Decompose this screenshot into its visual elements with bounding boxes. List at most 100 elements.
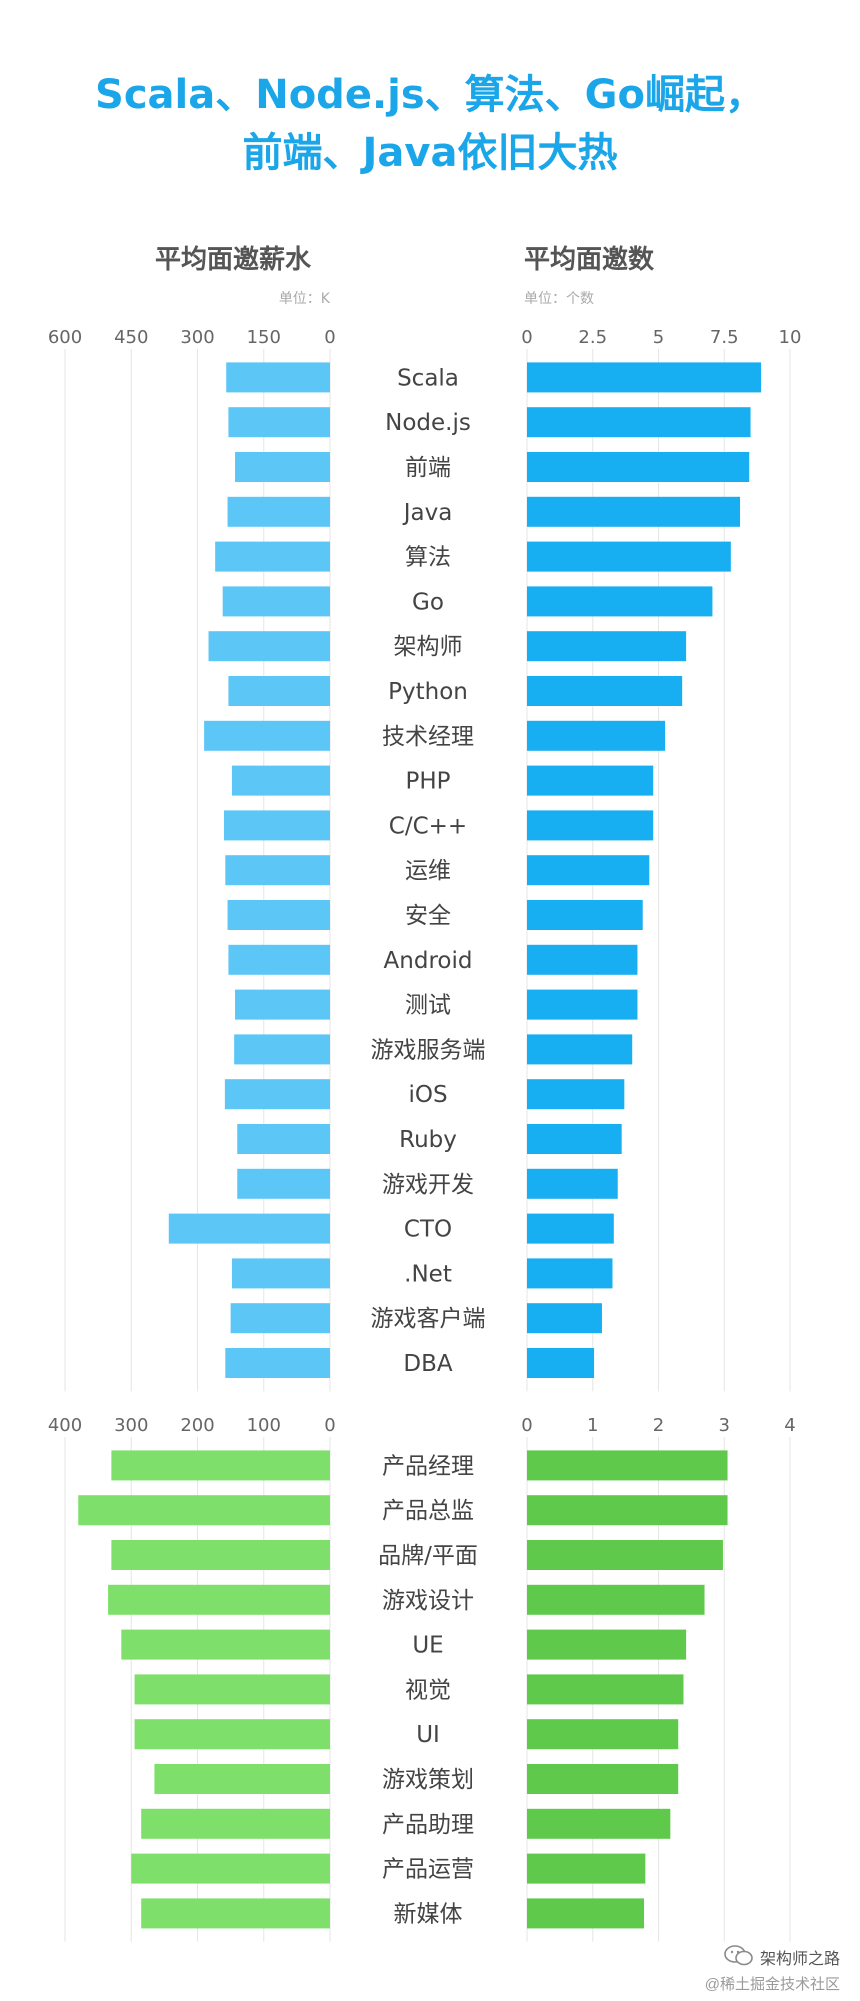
interview-tick-label: 0 [521,1415,532,1436]
interview-tick-label: 1 [587,1415,598,1436]
salary-bar [235,989,330,1020]
interview-bar [527,900,643,930]
salary-bar [227,900,330,930]
category-label: Go [412,589,444,615]
interview-bar [527,1124,622,1154]
salary-tick-label: 200 [180,1415,214,1436]
category-label: iOS [408,1082,447,1108]
interview-bar [527,676,683,706]
interview-bar [527,1079,625,1110]
category-label: 运维 [405,858,451,884]
salary-bar [231,765,330,796]
interview-bar [527,720,666,751]
interview-bar [527,1674,684,1705]
interview-bar [527,855,650,886]
interview-bar [527,1303,602,1334]
salary-bar [141,1898,330,1929]
salary-bar [141,1808,330,1839]
category-label: 产品助理 [382,1812,474,1838]
interview-bar [527,1719,679,1750]
salary-bar [231,1258,330,1289]
left-unit: 单位：K [279,291,331,307]
interview-bar [527,452,750,482]
interview-bar [527,496,741,527]
interview-bar [527,1540,723,1570]
salary-bar [215,541,330,572]
salary-bar [131,1853,330,1884]
interview-bar [527,586,713,617]
category-label: Ruby [399,1127,457,1153]
category-label: 产品总监 [382,1498,474,1524]
salary-bar [121,1629,330,1660]
salary-bar [154,1764,330,1794]
category-label: 游戏开发 [382,1172,474,1198]
interview-tick-label: 3 [719,1415,730,1436]
category-label: 算法 [405,545,451,571]
salary-tick-label: 300 [114,1415,148,1436]
category-label: 前端 [405,455,451,481]
interview-bar [527,1495,728,1526]
category-label: 新媒体 [394,1901,463,1927]
salary-tick-label: 450 [114,327,148,348]
category-label: 游戏策划 [382,1767,474,1793]
category-label: UI [416,1722,440,1748]
category-label: Node.js [385,410,471,436]
interview-tick-label: 0 [521,327,532,348]
category-label: C/C++ [389,813,467,839]
interview-tick-label: 5 [653,327,664,348]
interview-bar [527,989,638,1020]
interview-bar [527,1450,728,1481]
watermark: 架构师之路 @稀土掘金技术社区 [705,1945,840,1995]
salary-bar [224,810,330,841]
interview-tick-label: 10 [779,327,802,348]
interview-tick-label: 2.5 [578,327,607,348]
salary-bar [224,1079,330,1110]
interview-bar [527,1764,679,1794]
salary-bar [225,855,330,886]
salary-bar [134,1719,330,1750]
salary-bar [227,496,330,527]
wechat-icon [724,1945,754,1975]
salary-bar [225,1348,330,1378]
interview-bar [527,1348,595,1378]
salary-tick-label: 300 [180,327,214,348]
category-label: CTO [404,1217,452,1243]
salary-bar [230,1303,330,1334]
interview-bar [527,1853,646,1884]
salary-bar [234,1034,330,1065]
salary-bar [237,1168,330,1199]
interview-bar [527,1258,613,1289]
title-line-2: 前端、Java依旧大热 [242,130,618,176]
category-label: 安全 [405,903,451,929]
category-label: Java [402,500,453,526]
category-label: 视觉 [405,1677,451,1703]
interview-bar [527,1808,671,1839]
watermark-line-2: @稀土掘金技术社区 [704,1976,840,1993]
right-unit: 单位：个数 [524,291,594,307]
salary-tick-label: 400 [48,1415,82,1436]
interview-bar [527,944,638,975]
interview-bar [527,1168,618,1199]
salary-bar [78,1495,330,1526]
title-line-1: Scala、Node.js、算法、Go崛起， [95,72,765,118]
category-label: Python [388,679,468,705]
salary-bar [204,720,330,751]
salary-tick-label: 600 [48,327,82,348]
interview-bar [527,765,654,796]
category-label: 游戏设计 [382,1588,474,1614]
salary-tick-label: 150 [247,327,281,348]
salary-tick-label: 0 [324,1415,335,1436]
salary-tick-label: 0 [324,327,335,348]
interview-bar [527,362,762,393]
left-header: 平均面邀薪水 [155,245,312,275]
category-label: DBA [403,1351,452,1377]
salary-bar [111,1540,330,1570]
category-label: 测试 [405,993,451,1019]
right-header: 平均面邀数 [524,245,655,275]
category-label: 技术经理 [382,724,474,750]
salary-bar [235,452,330,482]
category-label: 架构师 [394,634,463,660]
category-label: 产品经理 [382,1453,474,1479]
interview-bar [527,810,654,841]
